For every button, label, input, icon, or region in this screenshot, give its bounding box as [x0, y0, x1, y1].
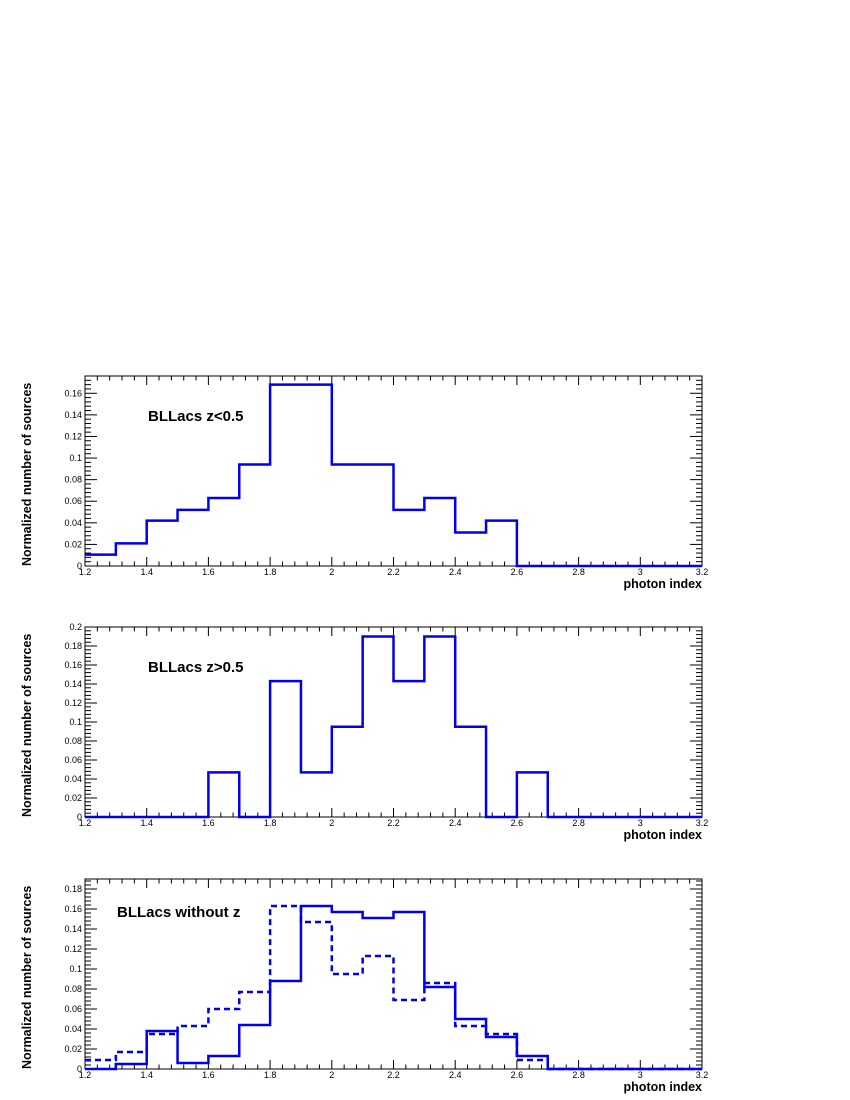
x-tick-label: 1.2 — [79, 818, 92, 828]
y-tick-label: 0.16 — [64, 904, 82, 914]
x-axis-label: photon index — [624, 828, 703, 842]
y-tick-label: 0.1 — [69, 453, 82, 463]
x-tick-label: 2.6 — [511, 567, 524, 577]
y-tick-label: 0.16 — [64, 388, 82, 398]
y-tick-label: 0.16 — [64, 660, 82, 670]
y-tick-label: 0.12 — [64, 698, 82, 708]
y-tick-label: 0.08 — [64, 475, 82, 485]
y-axis-label: Normalized number of sources — [20, 886, 34, 1069]
y-tick-label: 0.06 — [64, 755, 82, 765]
panel-annotation: BLLacs z<0.5 — [148, 408, 243, 425]
histogram-series-dashed — [85, 904, 702, 1071]
histogram-series-solid — [85, 635, 702, 819]
x-tick-label: 2 — [329, 818, 334, 828]
x-tick-label: 3 — [638, 818, 643, 828]
x-tick-label: 1.2 — [79, 1070, 92, 1080]
x-tick-label: 1.6 — [202, 567, 215, 577]
x-tick-label: 2.8 — [572, 818, 585, 828]
y-tick-label: 0 — [77, 1064, 82, 1074]
y-tick-label: 0.12 — [64, 431, 82, 441]
x-axis-label: photon index — [624, 1080, 703, 1094]
y-tick-label: 0.04 — [64, 774, 82, 784]
x-tick-label: 1.8 — [264, 818, 277, 828]
panel-annotation: BLLacs z>0.5 — [148, 659, 243, 676]
y-tick-label: 0.1 — [69, 964, 82, 974]
panel-annotation: BLLacs without z — [117, 904, 240, 921]
x-tick-label: 2.4 — [449, 567, 462, 577]
y-tick-label: 0.2 — [69, 622, 82, 632]
y-tick-label: 0.14 — [64, 410, 82, 420]
x-tick-label: 2.8 — [572, 1070, 585, 1080]
y-tick-label: 0.18 — [64, 884, 82, 894]
y-tick-label: 0.04 — [64, 518, 82, 528]
x-axis-label: photon index — [624, 577, 703, 591]
y-tick-label: 0.02 — [64, 1044, 82, 1054]
x-tick-label: 1.2 — [79, 567, 92, 577]
x-tick-label: 2 — [329, 1070, 334, 1080]
y-tick-label: 0.14 — [64, 679, 82, 689]
x-tick-label: 2 — [329, 567, 334, 577]
histogram-series-solid — [85, 383, 702, 568]
x-tick-label: 1.6 — [202, 1070, 215, 1080]
y-axis-label: Normalized number of sources — [20, 383, 34, 566]
x-tick-label: 2.2 — [387, 1070, 400, 1080]
x-tick-label: 3.2 — [696, 1070, 709, 1080]
x-tick-label: 1.4 — [140, 818, 153, 828]
x-tick-label: 2.2 — [387, 567, 400, 577]
x-tick-label: 3 — [638, 567, 643, 577]
y-tick-label: 0.08 — [64, 736, 82, 746]
x-tick-label: 3.2 — [696, 567, 709, 577]
y-tick-label: 0.02 — [64, 793, 82, 803]
y-tick-label: 0 — [77, 812, 82, 822]
x-tick-label: 1.8 — [264, 1070, 277, 1080]
x-tick-label: 3 — [638, 1070, 643, 1080]
x-tick-label: 2.4 — [449, 1070, 462, 1080]
y-tick-label: 0.1 — [69, 717, 82, 727]
y-tick-label: 0.04 — [64, 1024, 82, 1034]
y-tick-label: 0.06 — [64, 496, 82, 506]
histogram-panel-3: 1.2 1.4 1.6 1.8 2 2.2 2.4 2.6 2.8 3 3.2 0 0.02 0.04 0.… — [20, 878, 709, 1094]
histogram-series-solid — [85, 904, 702, 1071]
y-tick-label: 0 — [77, 561, 82, 571]
histogram-panel-1: 1.2 1.4 1.6 1.8 2 2.2 2.4 2.6 2.8 3 3.2 0 0.02 0.04 0.… — [20, 375, 709, 591]
histogram-panel-2: 1.2 1.4 1.6 1.8 2 2.2 2.4 2.6 2.8 3 3.2 0 0.02 0.04 0.… — [20, 622, 708, 842]
x-tick-label: 1.4 — [140, 567, 153, 577]
x-tick-label: 2.6 — [511, 1070, 524, 1080]
y-tick-label: 0.08 — [64, 984, 82, 994]
y-tick-label: 0.12 — [64, 944, 82, 954]
x-tick-label: 1.8 — [264, 567, 277, 577]
x-tick-label: 2.2 — [387, 818, 400, 828]
y-tick-label: 0.02 — [64, 539, 82, 549]
x-tick-label: 1.4 — [140, 1070, 153, 1080]
y-tick-label: 0.14 — [64, 924, 82, 934]
y-tick-label: 0.06 — [64, 1004, 82, 1014]
x-tick-label: 1.6 — [202, 818, 215, 828]
x-tick-label: 2.6 — [511, 818, 524, 828]
x-tick-label: 3.2 — [696, 818, 709, 828]
y-axis-label: Normalized number of sources — [20, 634, 34, 817]
x-tick-label: 2.8 — [572, 567, 585, 577]
x-tick-label: 2.4 — [449, 818, 462, 828]
y-tick-label: 0.18 — [64, 641, 82, 651]
